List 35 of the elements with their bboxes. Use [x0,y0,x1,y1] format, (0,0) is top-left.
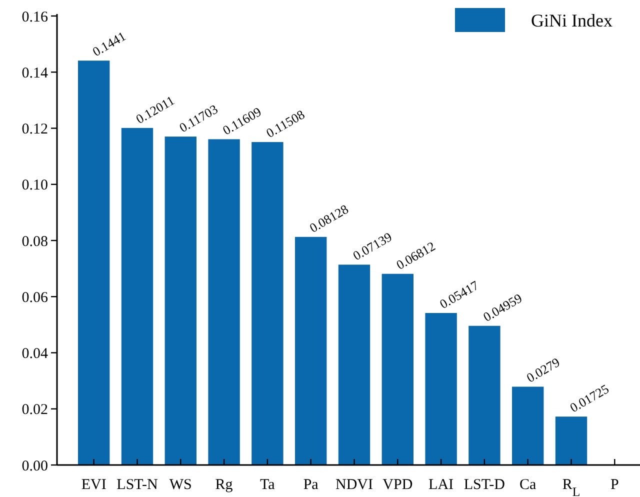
y-tick-label: 0.06 [22,290,48,306]
x-tick-label: LST-D [464,477,506,493]
y-tick-label: 0.04 [22,346,48,362]
bar [121,128,154,465]
x-tick-label: Ca [520,477,537,493]
bar [164,136,196,465]
bar [425,312,457,465]
x-tick-label: LAI [428,477,454,493]
bar [512,386,544,465]
x-tick-label: VPD [382,477,413,493]
y-tick-label: 0.12 [22,122,48,138]
x-tick-label: R$_{L}$ [562,477,580,497]
bar [468,326,500,465]
bar [382,274,414,465]
bar [555,416,588,465]
x-tick-label: LST-N [116,477,158,493]
x-tick-label: NDVI [336,477,373,493]
x-tick-label: Rg [215,477,234,493]
x-tick-label: EVI [81,477,106,493]
bar [208,139,240,465]
bar [295,236,327,465]
y-tick-label: 0.10 [22,178,48,194]
y-tick-label: 0.16 [22,9,48,26]
y-tick-label: 0.14 [22,65,48,82]
y-tick-label: 0.08 [22,234,48,250]
y-tick-label: 0.02 [22,402,48,418]
x-tick-label: Ta [260,477,276,493]
y-tick-label: 0.00 [22,458,48,474]
bar [78,60,110,465]
x-tick-label: Pa [303,477,319,493]
x-tick-label: P [610,477,619,493]
bar [338,264,370,465]
x-tick-label: WS [169,477,192,493]
bar [252,142,284,465]
legend-label: GiNi Index [531,10,612,30]
